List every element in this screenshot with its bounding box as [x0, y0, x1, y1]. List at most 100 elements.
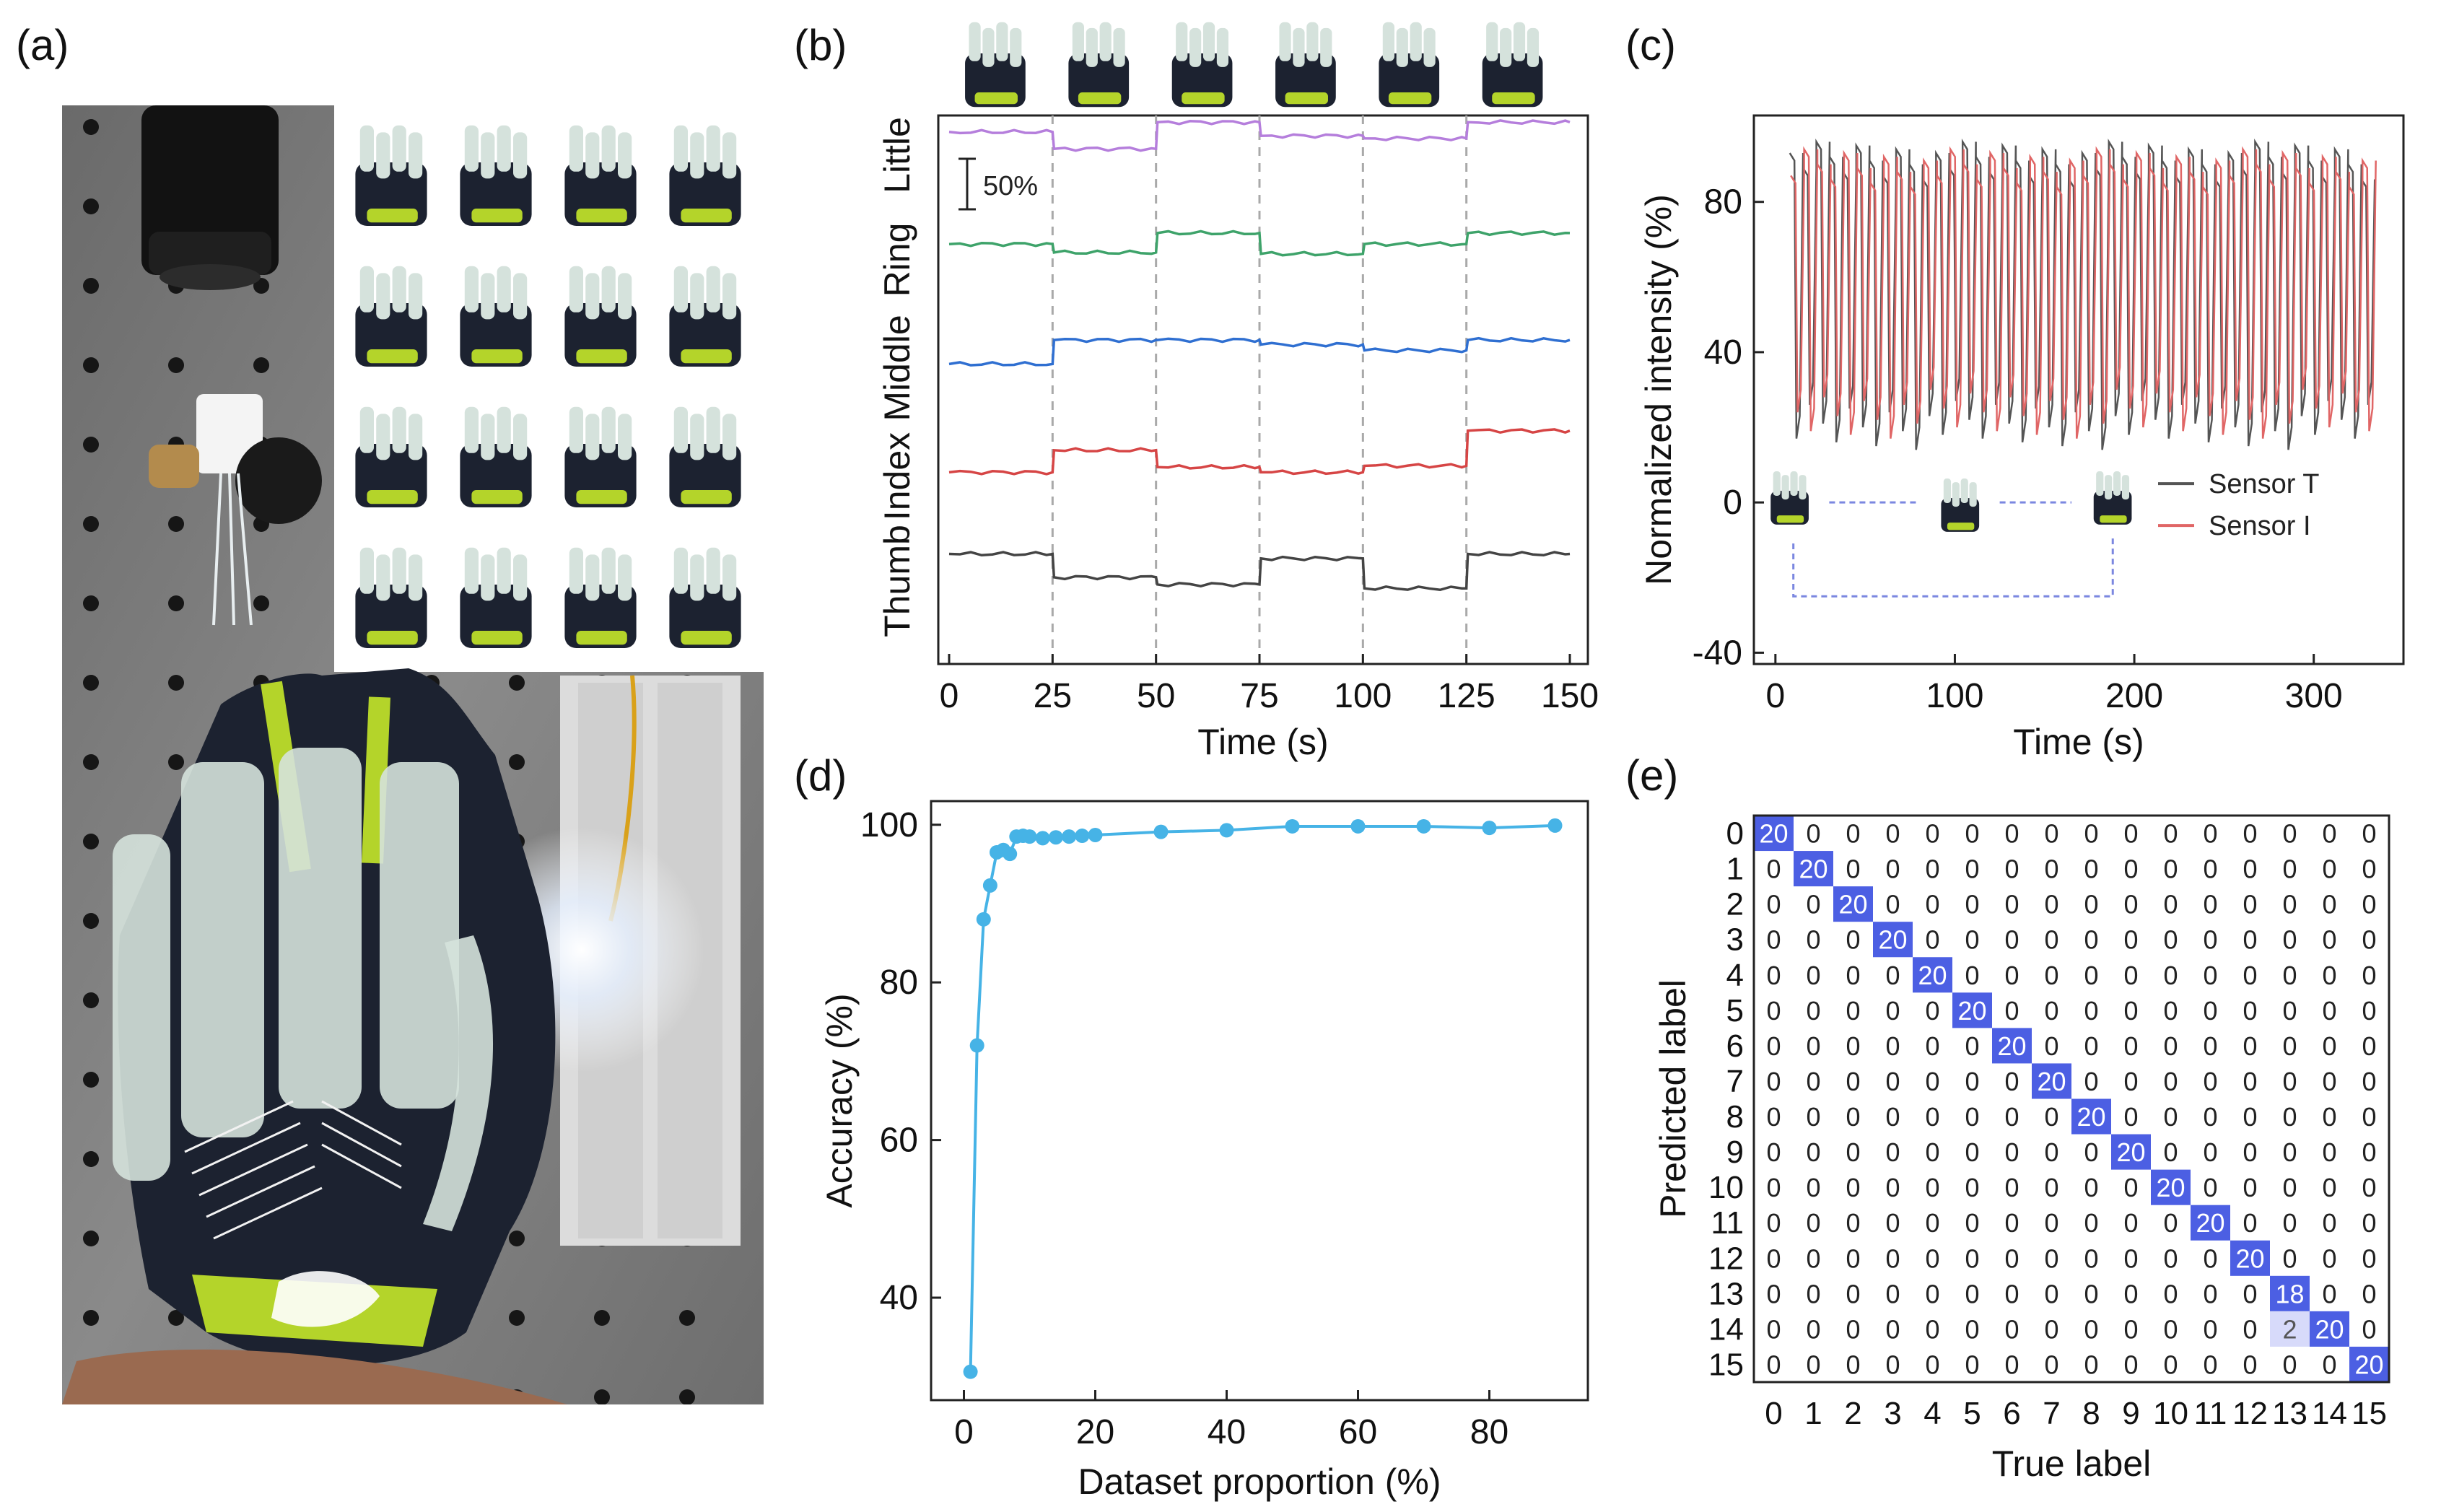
- reference-hand-icon: [669, 266, 741, 367]
- glove-finger-icon: [2121, 475, 2130, 500]
- gesture-fist-icon: [1941, 478, 1980, 532]
- glove-finger-icon: [359, 125, 374, 172]
- cell-value: 0: [2123, 1173, 2138, 1202]
- cell-value: 0: [1885, 1208, 1900, 1238]
- x-tick-label: 150: [1541, 677, 1599, 715]
- glove-cuff-icon: [681, 490, 732, 504]
- glove-finger-icon: [1293, 27, 1305, 67]
- cell-value: 0: [1806, 1279, 1820, 1308]
- glove-cuff-icon: [974, 92, 1018, 105]
- chart-b-finger-signals: 0 25 50 75 100 125 150 Thumb Index Middle Ring Lit…: [877, 22, 1599, 762]
- cell-value: 0: [1806, 890, 1820, 919]
- cell-value: 0: [2282, 996, 2297, 1026]
- glove-cuff-icon: [471, 490, 523, 504]
- glove-finger-icon: [618, 414, 632, 460]
- glove-finger-icon: [409, 554, 423, 601]
- cell-value: 0: [2362, 819, 2376, 849]
- y-tick-label: -40: [1693, 634, 1742, 672]
- x-tick-label: 12: [2232, 1396, 2268, 1431]
- cell-value: 0: [1766, 1031, 1781, 1061]
- channel-label: Ring: [877, 223, 917, 297]
- glove-finger-icon: [690, 554, 704, 601]
- glove-finger-icon: [569, 125, 583, 172]
- trace-index: [948, 428, 1571, 476]
- x-tick-label: 125: [1438, 677, 1495, 715]
- cell-value: 0: [2163, 1067, 2178, 1096]
- cell-value: 0: [2163, 1279, 2178, 1308]
- cell-value: 0: [2084, 961, 2098, 990]
- cell-value: 0: [1766, 1102, 1781, 1132]
- cell-value: 0: [1806, 1102, 1820, 1132]
- glove-finger-icon: [497, 266, 511, 313]
- cell-value: 0: [2282, 1173, 2297, 1202]
- glove-photo: [62, 105, 764, 1404]
- y-tick-label: 11: [1711, 1205, 1744, 1241]
- cell-value: 0: [2044, 1279, 2058, 1308]
- cell-value: 0: [1925, 925, 1939, 955]
- glove-finger-icon: [1113, 27, 1125, 67]
- sensor-mount: [149, 394, 322, 626]
- cell-value: 0: [1885, 1067, 1900, 1096]
- cell-value: 0: [1806, 1350, 1820, 1379]
- cell-value: 0: [2243, 1067, 2257, 1096]
- cell-value: 0: [1846, 1208, 1860, 1238]
- cell-value: 0: [2084, 1314, 2098, 1344]
- x-tick-label: 11: [2194, 1396, 2227, 1431]
- cell-value: 0: [1925, 1314, 1939, 1344]
- cell-value: 0: [2322, 1208, 2336, 1238]
- glove-finger-icon: [409, 273, 423, 320]
- x-tick-label: 100: [1334, 677, 1392, 715]
- cell-value: 0: [2123, 855, 2138, 884]
- x-tick-label: 9: [2122, 1396, 2139, 1431]
- cell-value: 0: [1806, 1173, 1820, 1202]
- cell-value: 0: [2362, 1031, 2376, 1061]
- glove-finger-icon: [464, 406, 479, 453]
- cell-value: 0: [2123, 1244, 2138, 1273]
- cell-value: 0: [1885, 1173, 1900, 1202]
- cell-value: 0: [1965, 1102, 1979, 1132]
- glove-finger-icon: [601, 266, 616, 313]
- cell-value: 0: [2004, 1279, 2019, 1308]
- glove-finger-icon: [1952, 482, 1960, 507]
- cell-value: 0: [1846, 925, 1860, 955]
- glove-finger-icon: [1099, 22, 1112, 61]
- plate-hole-icon: [83, 675, 99, 691]
- cell-value: 0: [2282, 1137, 2297, 1167]
- glove-cuff-icon: [367, 349, 418, 364]
- cell-value: 0: [2203, 961, 2217, 990]
- glove-finger-icon: [618, 554, 632, 601]
- x-tick-label: 15: [2352, 1396, 2387, 1431]
- glove-finger-icon: [1969, 482, 1977, 507]
- glove-finger-icon: [601, 406, 616, 453]
- cell-value: 0: [2322, 996, 2336, 1026]
- gesture-images: [965, 22, 1543, 108]
- cell-value: 0: [2084, 1350, 2098, 1379]
- cell-value: 0: [2243, 819, 2257, 849]
- glove-finger-icon: [569, 547, 583, 594]
- reference-hand-icon: [564, 125, 637, 226]
- glove-finger-icon: [1773, 471, 1781, 496]
- y-tick-label: 13: [1708, 1276, 1744, 1311]
- cell-value: 20: [2156, 1173, 2185, 1202]
- matrix-cell: [2032, 1063, 2071, 1099]
- glove-finger-icon: [585, 132, 600, 179]
- cell-value: 20: [2037, 1067, 2066, 1096]
- accuracy-point: [969, 1038, 984, 1053]
- reference-hand-icon: [669, 406, 741, 507]
- accuracy-point: [1219, 823, 1234, 838]
- matrix-cell: [2191, 1205, 2230, 1241]
- matrix-cell: [2349, 1346, 2389, 1382]
- cell-value: 0: [1965, 1314, 1979, 1344]
- x-axis-label: Dataset proportion (%): [1078, 1461, 1441, 1502]
- glove-finger-icon: [618, 132, 632, 179]
- glove-finger-icon: [690, 414, 704, 460]
- accuracy-point: [963, 1364, 978, 1379]
- glove-finger-icon: [996, 22, 1008, 61]
- cell-value: 0: [2322, 1173, 2336, 1202]
- y-tick-label: 1: [1726, 852, 1744, 887]
- plot-frame: [930, 800, 1589, 1402]
- glove-cuff-icon: [1182, 92, 1225, 105]
- cell-value: 0: [1846, 1244, 1860, 1273]
- glove-cuff-icon: [576, 490, 627, 504]
- glove-finger-icon: [601, 125, 616, 172]
